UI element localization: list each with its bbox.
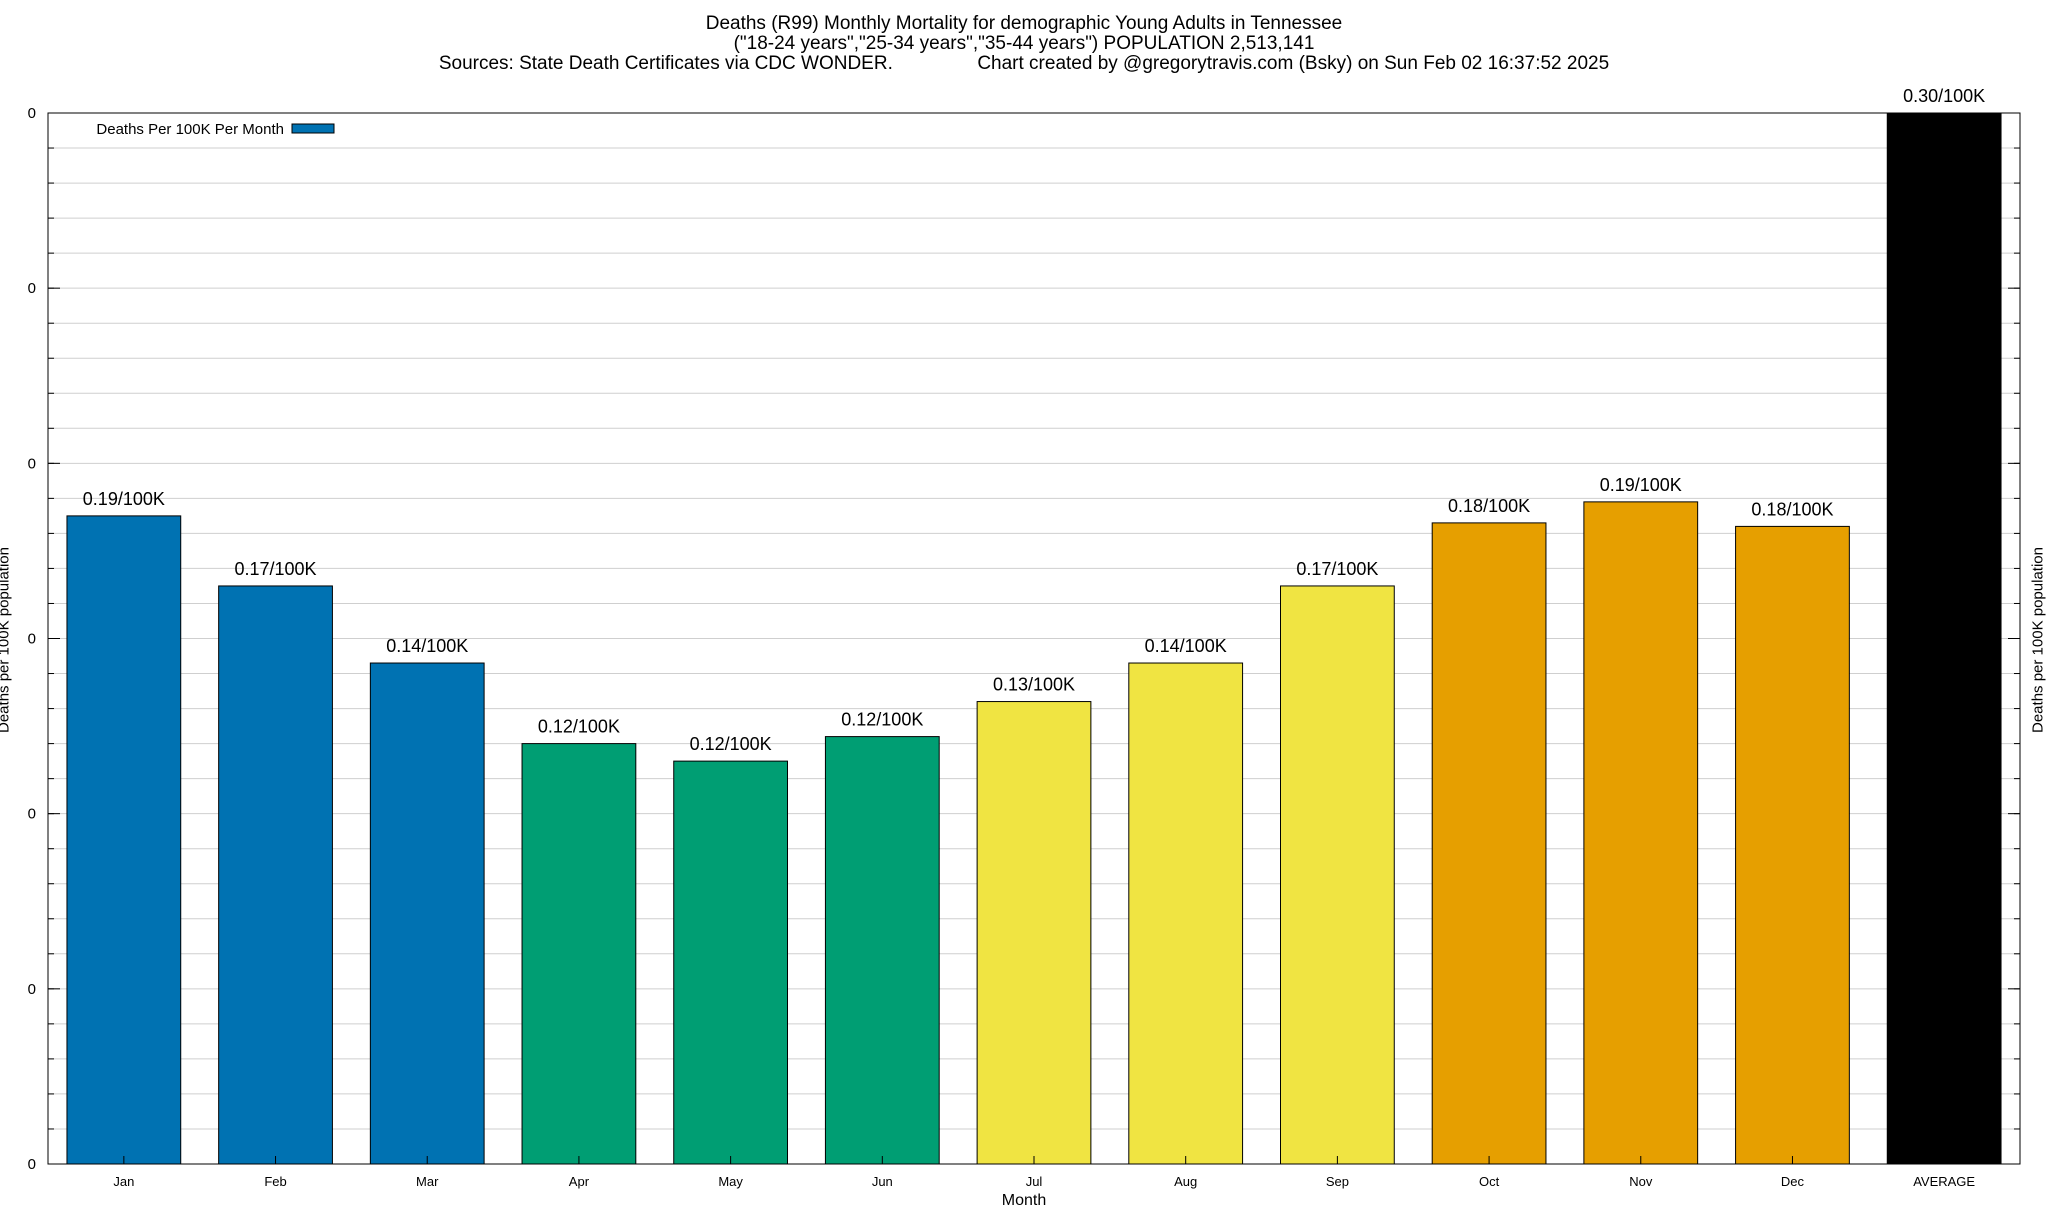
- bar-value-label: 0.17/100K: [1296, 559, 1378, 579]
- bar-value-label: 0.13/100K: [993, 675, 1075, 695]
- bar-aug: [1128, 662, 1244, 1165]
- y-tick-label: 0: [28, 806, 36, 823]
- y-tick-label: 0: [28, 981, 36, 998]
- bar-apr: [521, 743, 637, 1165]
- bar-value-label: 0.19/100K: [1600, 475, 1682, 495]
- x-tick-label: Feb: [264, 1174, 286, 1189]
- bar-value-label: 0.17/100K: [234, 559, 316, 579]
- bar-value-label: 0.12/100K: [690, 734, 772, 754]
- x-tick-label: Dec: [1781, 1174, 1805, 1189]
- bar-jun: [824, 736, 940, 1165]
- y-axis-label-right-text: Deaths per 100K population: [2029, 547, 2047, 733]
- y-tick-label: 0: [28, 1156, 36, 1173]
- x-axis-label: Month: [1001, 1192, 1047, 1209]
- title-line-2: ("18-24 years","25-34 years","35-44 year…: [733, 33, 1315, 54]
- bar-feb: [218, 585, 333, 1165]
- y-axis-label-left-text: Deaths per 100K population: [0, 547, 13, 733]
- bar-value-label: 0.30/100K: [1903, 86, 1985, 106]
- chart-title: Deaths (R99) Monthly Mortality for demog…: [0, 14, 2048, 74]
- x-tick-label: Sep: [1326, 1174, 1349, 1189]
- bar-nov: [1583, 501, 1699, 1165]
- x-tick-label: Aug: [1174, 1174, 1197, 1189]
- y-tick-label: 0: [28, 105, 36, 122]
- legend-swatch: [291, 123, 335, 134]
- x-tick-label: Mar: [416, 1174, 439, 1189]
- x-tick-label: Jan: [113, 1174, 134, 1189]
- y-tick-label: 0: [28, 280, 36, 297]
- bar-value-label: 0.18/100K: [1448, 496, 1530, 516]
- y-tick-label: 0: [28, 631, 36, 648]
- legend-label: Deaths Per 100K Per Month: [96, 121, 284, 138]
- x-tick-label: AVERAGE: [1913, 1174, 1975, 1189]
- bar-value-label: 0.18/100K: [1751, 499, 1833, 519]
- bar-sep: [1280, 585, 1395, 1165]
- bar-average: [1886, 112, 2002, 1165]
- title-line-3: Sources: State Death Certificates via CD…: [438, 53, 1610, 74]
- bar-jul: [976, 701, 1092, 1165]
- bar-dec: [1735, 525, 1850, 1165]
- bar-value-label: 0.14/100K: [1145, 636, 1227, 656]
- plot-frame: [47, 112, 2021, 1165]
- title-line-1: Deaths (R99) Monthly Mortality for demog…: [705, 13, 1343, 34]
- bar-value-label: 0.19/100K: [83, 489, 165, 509]
- bar-oct: [1431, 522, 1547, 1165]
- bar-may: [673, 760, 789, 1165]
- x-tick-label: Nov: [1629, 1174, 1653, 1189]
- bar-jan: [66, 515, 182, 1165]
- x-tick-label: Jul: [1026, 1174, 1043, 1189]
- bar-value-label: 0.12/100K: [538, 717, 620, 737]
- y-tick-label: 0: [28, 455, 36, 472]
- bar-value-label: 0.14/100K: [386, 636, 468, 656]
- x-tick-label: May: [718, 1174, 743, 1189]
- x-tick-label: Jun: [872, 1174, 893, 1189]
- bar-value-label: 0.12/100K: [841, 710, 923, 730]
- bar-mar: [369, 662, 485, 1165]
- x-tick-label: Apr: [569, 1174, 590, 1189]
- x-tick-label: Oct: [1479, 1174, 1500, 1189]
